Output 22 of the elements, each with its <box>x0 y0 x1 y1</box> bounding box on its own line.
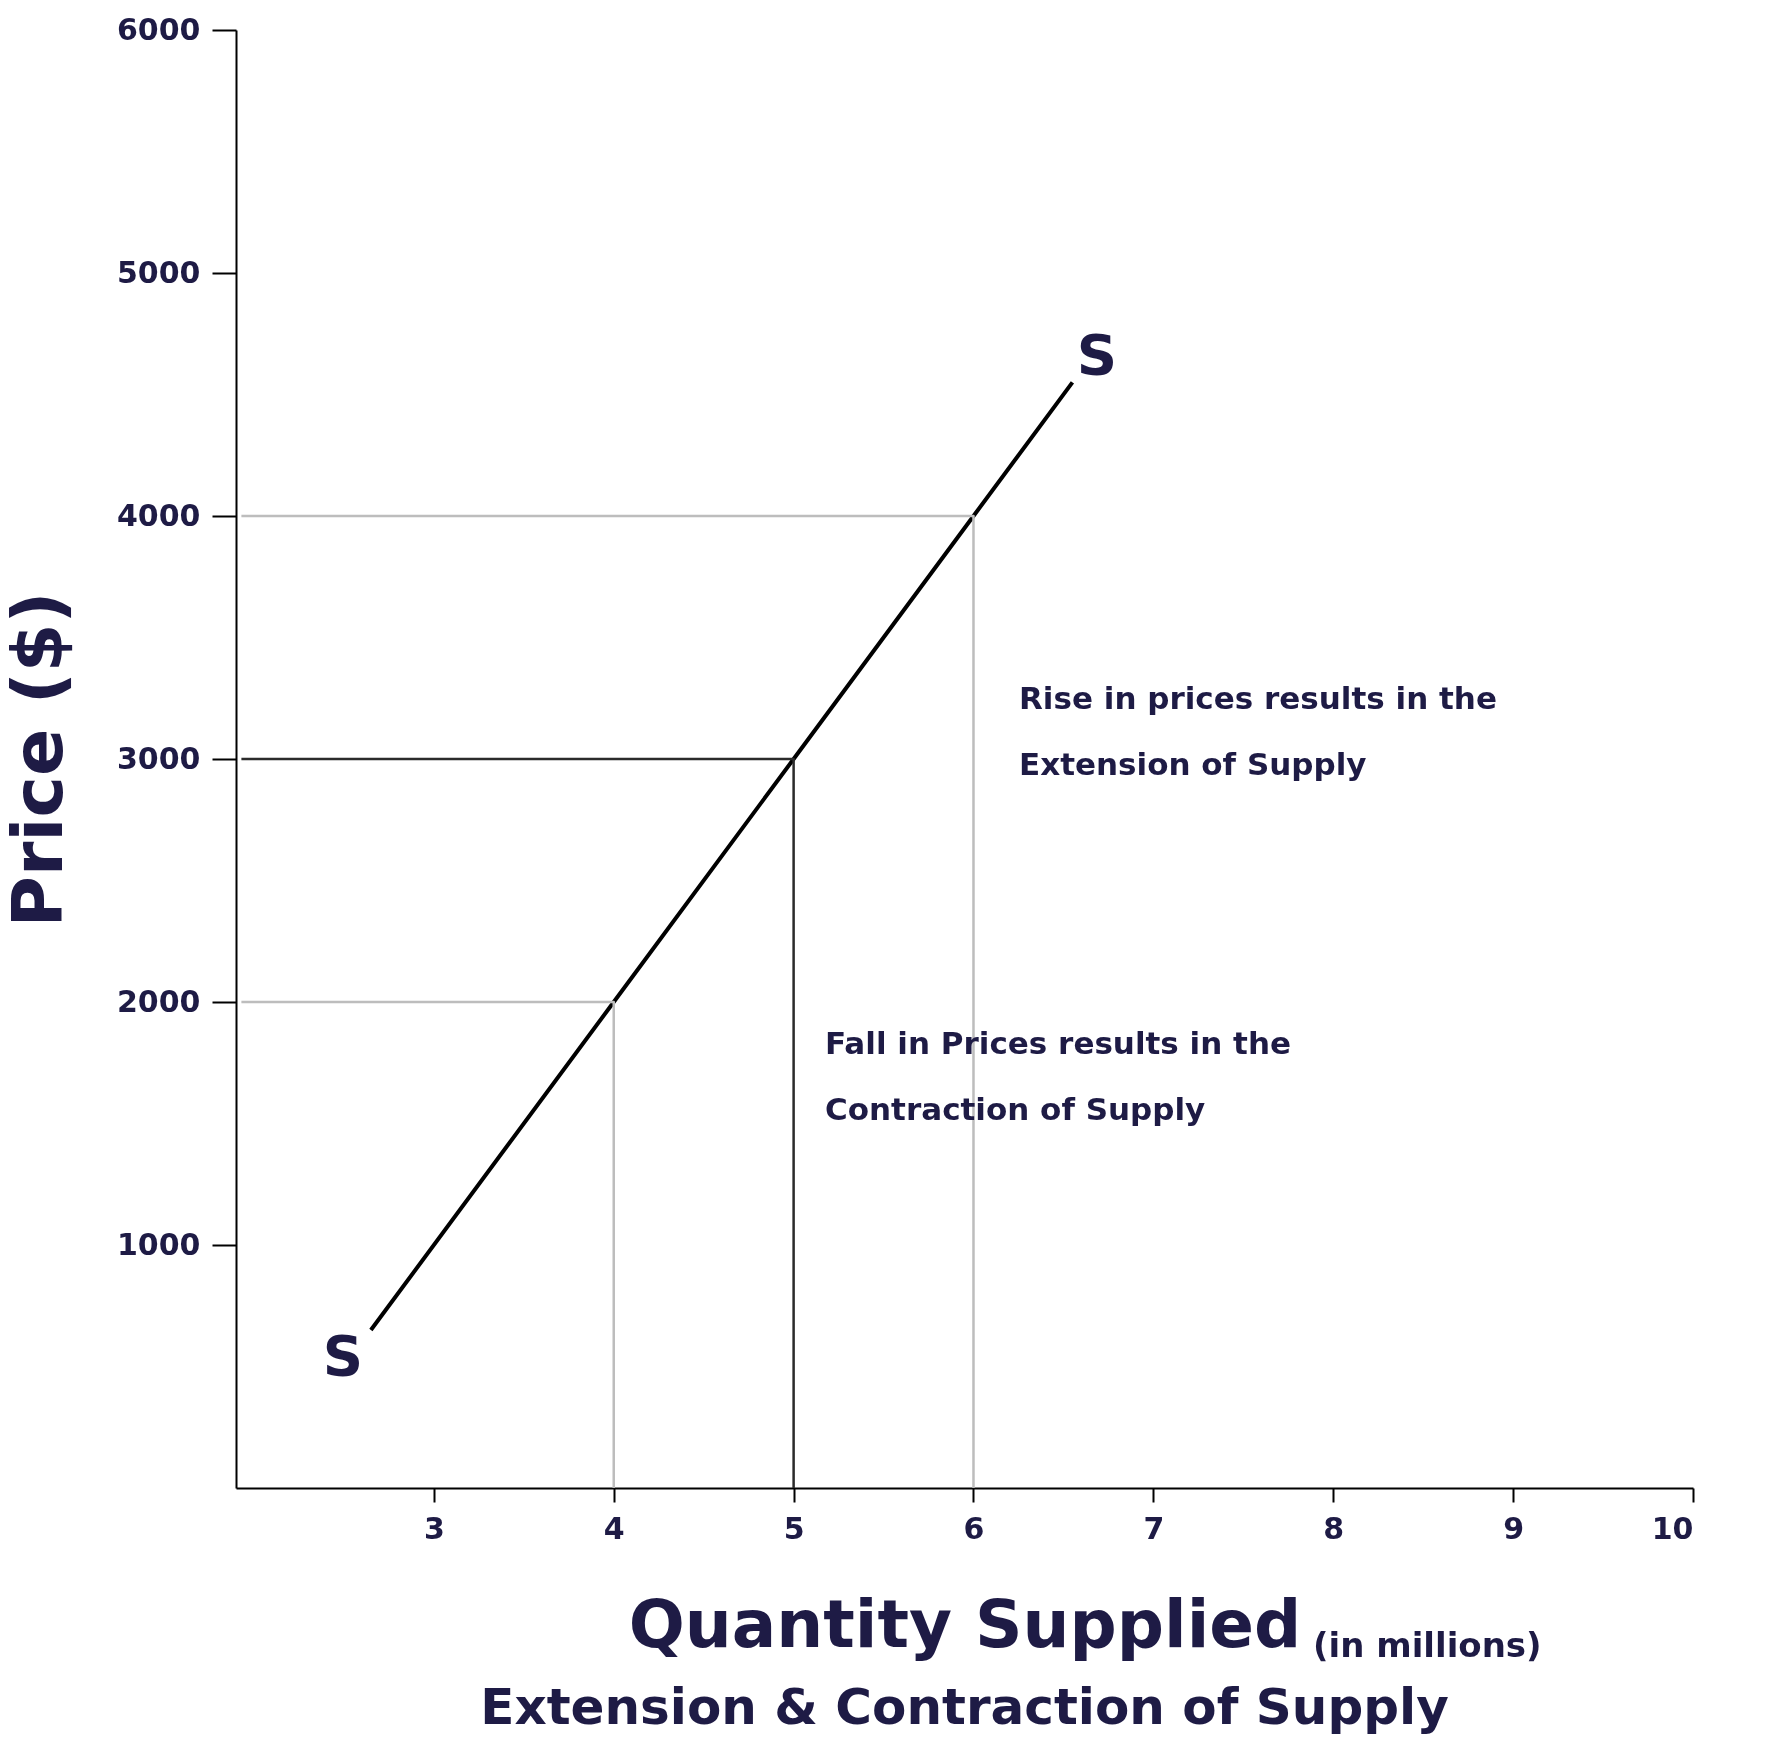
x-tick-label: 8 <box>1323 1510 1345 1546</box>
x-tick-label: 7 <box>1143 1510 1165 1546</box>
y-tick-label: 1000 <box>117 1226 201 1262</box>
annotation: Fall in Prices results in the Contraction of Supply <box>825 1025 1292 1127</box>
y-tick-label: 2000 <box>117 983 201 1019</box>
text: (in millions) <box>1313 1625 1542 1665</box>
y-tick-label: 4000 <box>117 497 201 533</box>
y-axis-title: Price ($) <box>0 591 79 928</box>
x-tick-label: 10 <box>1651 1510 1694 1546</box>
y-tick-label: 3000 <box>117 740 201 776</box>
y-tick-label: 5000 <box>117 254 201 290</box>
text: Extension & Contraction of Supply <box>480 1678 1449 1736</box>
x-tick-label: 9 <box>1503 1510 1525 1546</box>
x-tick-label: 3 <box>423 1510 445 1546</box>
annotation: S <box>322 1323 364 1388</box>
annotation: S <box>1076 322 1118 387</box>
x-tick-label: 6 <box>963 1510 985 1546</box>
x-axis-title: Quantity Supplied <box>628 1585 1302 1663</box>
annotation: Rise in prices results in the Extension of Supply <box>1019 680 1497 782</box>
x-tick-label: 5 <box>783 1510 805 1546</box>
x-tick-label: 4 <box>603 1510 625 1546</box>
y-tick-label: 6000 <box>117 11 201 47</box>
